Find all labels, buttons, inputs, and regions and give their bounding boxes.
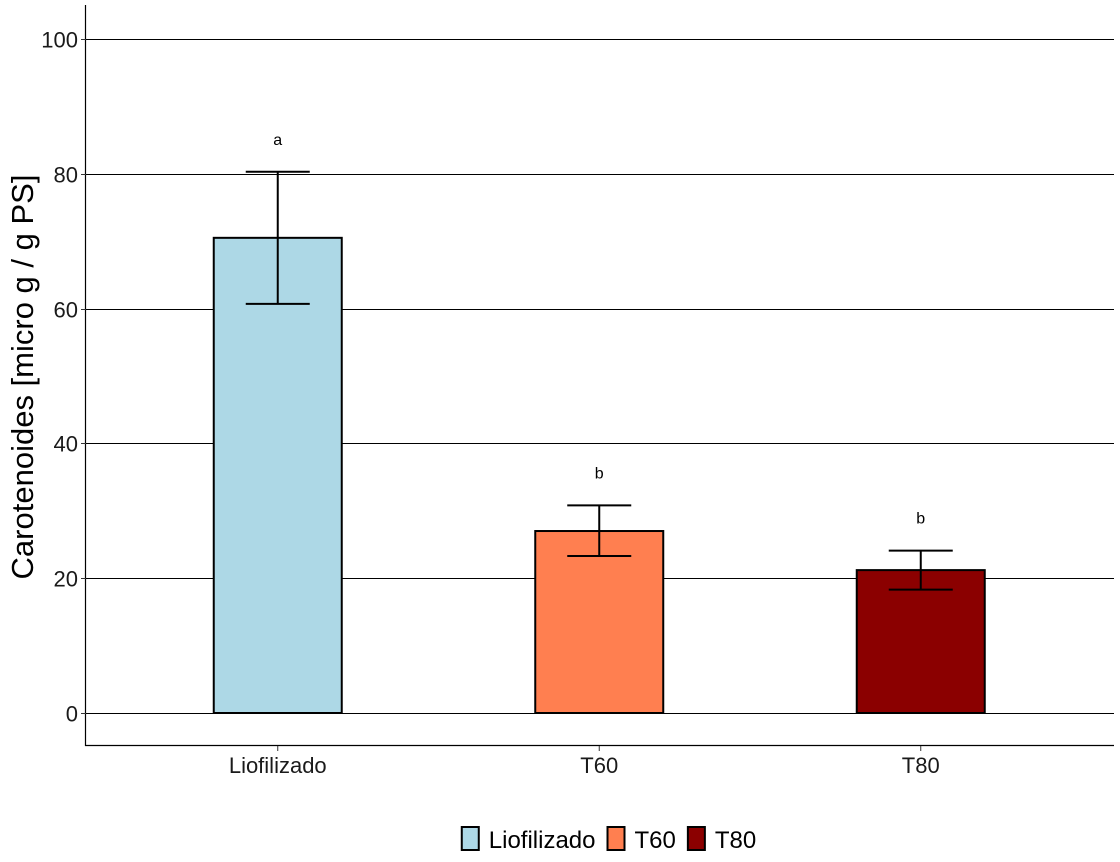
significance-label: b	[595, 465, 604, 482]
legend-swatch	[686, 826, 706, 851]
x-tick-label: T60	[580, 753, 618, 778]
bar-t80	[855, 569, 986, 714]
x-tick-label: Liofilizado	[229, 753, 327, 778]
legend: Liofilizado T60 T80	[460, 826, 756, 854]
bar-t60	[534, 530, 665, 715]
legend-label: T80	[715, 827, 756, 854]
y-tick-label: 100	[41, 28, 78, 53]
x-tick-label: T80	[902, 753, 940, 778]
legend-label: T60	[635, 827, 676, 854]
legend-swatch	[460, 826, 480, 851]
legend-item-liofilizado: Liofilizado	[460, 826, 596, 854]
y-tick-label: 0	[66, 702, 78, 727]
legend-swatch	[606, 826, 626, 851]
y-axis-title: Carotenoides [micro g / g PS]	[5, 175, 40, 580]
significance-label: b	[916, 511, 925, 528]
axes	[84, 5, 1114, 747]
significance-labels: a b b	[273, 132, 925, 528]
y-tick-label: 40	[54, 432, 78, 457]
y-tick-label: 60	[54, 298, 78, 323]
significance-label: a	[273, 132, 282, 149]
y-tick-label: 20	[54, 567, 78, 592]
tick-labels: 0 20 40 60 80 100 Liofilizado T60 T80	[41, 28, 939, 779]
y-tick-label: 80	[54, 163, 78, 188]
legend-item-t60: T60	[606, 826, 676, 854]
bars	[212, 236, 986, 715]
legend-label: Liofilizado	[489, 827, 596, 854]
bar-liofilizado	[212, 236, 343, 715]
legend-item-t80: T80	[686, 826, 756, 854]
error-bars	[245, 170, 953, 591]
